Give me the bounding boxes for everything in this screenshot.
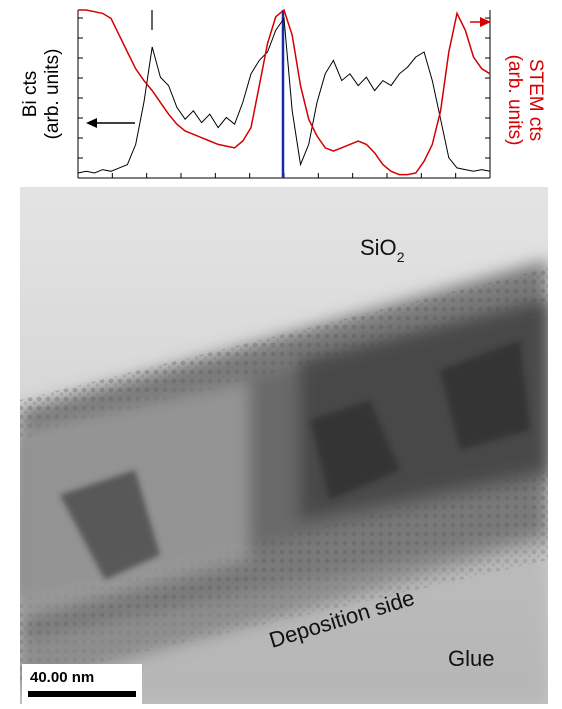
- arrow-right-head: [480, 17, 491, 27]
- y-axis-label-units: (arb. units): [42, 49, 63, 140]
- scale-bar-label: 40.00 nm: [30, 669, 94, 686]
- scale-bar: [28, 691, 136, 697]
- line-profile-chart: Bi cts (arb. units) STEM cts(arb. units): [20, 8, 546, 179]
- label-sio2: SiO2: [360, 235, 405, 265]
- scale-bar-box: [22, 664, 142, 704]
- label-glue: Glue: [448, 646, 494, 671]
- y2-axis-label-units: (arb. units): [504, 55, 525, 146]
- tem-image: SiO2 Deposition side Glue 40.00 nm: [20, 187, 548, 704]
- y2-axis-label: STEM cts: [525, 59, 546, 141]
- data-line: [78, 8, 491, 176]
- arrow-left-head: [86, 118, 97, 128]
- y-axis-label: Bi cts: [20, 71, 41, 117]
